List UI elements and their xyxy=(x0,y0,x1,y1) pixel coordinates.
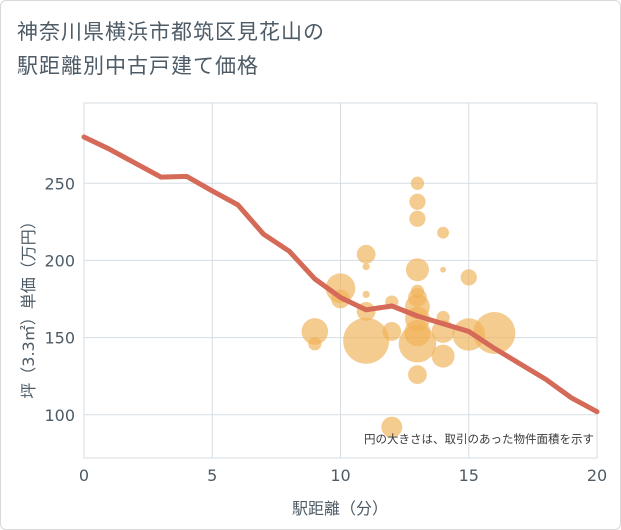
chart-title: 神奈川県横浜市都筑区見花山の 駅距離別中古戸建て価格 xyxy=(17,15,437,83)
bubble-point xyxy=(409,210,426,227)
bubble-point xyxy=(460,269,477,286)
x-tick-label: 20 xyxy=(587,466,607,485)
chart-title-line-2: 駅距離別中古戸建て価格 xyxy=(17,54,259,78)
bubble-point xyxy=(343,317,390,364)
trend-line-layer xyxy=(81,134,600,415)
x-tick-label: 5 xyxy=(207,466,217,485)
bubble-point xyxy=(382,322,402,341)
bubble-point xyxy=(398,325,437,363)
x-axis-label: 駅距離（分） xyxy=(292,499,388,518)
y-tick-label: 100 xyxy=(44,406,75,425)
bubble-point xyxy=(408,365,427,385)
bubble-layer xyxy=(301,176,516,438)
bubble-point xyxy=(410,176,425,190)
bubble-point xyxy=(301,318,329,345)
bubble-point xyxy=(308,337,322,351)
bubble-point xyxy=(362,290,370,299)
bubble-point xyxy=(409,193,426,210)
x-tick-label: 15 xyxy=(459,466,479,485)
bubble-point xyxy=(431,344,455,368)
y-axis-label: 坪（3.3㎡）単価（万円） xyxy=(19,213,38,398)
x-tick-label: 10 xyxy=(330,466,350,485)
bubble-point xyxy=(437,226,450,239)
bubble-point xyxy=(381,416,403,438)
y-tick-label: 150 xyxy=(44,329,75,348)
bubble-point xyxy=(356,244,376,264)
plot-frame xyxy=(83,102,598,459)
y-tick-label: 250 xyxy=(44,174,75,193)
x-tick-label: 0 xyxy=(79,466,89,485)
bubble-point xyxy=(362,262,370,271)
x-axis-ticks: 0 5 10 15 20 xyxy=(79,466,607,485)
chart-title-line-1: 神奈川県横浜市都筑区見花山の xyxy=(17,20,325,44)
y-axis-ticks: 100 150 200 250 xyxy=(44,174,75,425)
y-tick-label: 200 xyxy=(44,251,75,270)
trend-line xyxy=(81,134,600,415)
bubble-point xyxy=(405,258,429,282)
bubble-point xyxy=(440,266,447,273)
bubble-size-note: 円の大きさは、取引のあった物件面積を示す xyxy=(364,432,594,446)
